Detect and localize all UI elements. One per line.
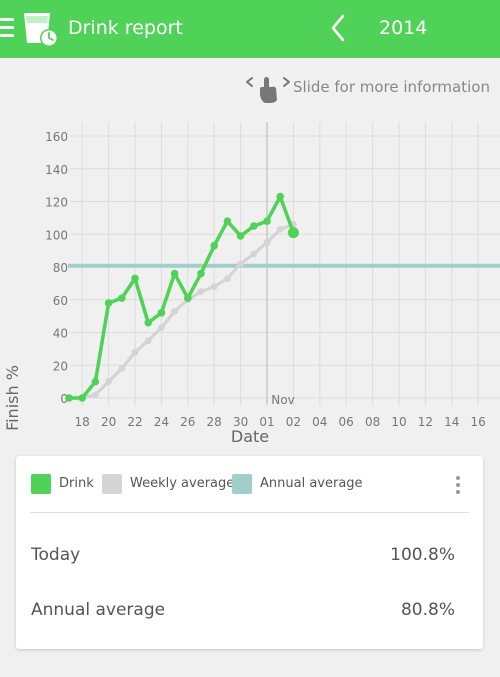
x-tick-label: 26 [180,415,195,429]
x-tick-label: 20 [101,415,116,429]
today-value: 100.8% [390,545,455,565]
more-vertical-icon[interactable] [453,474,463,496]
y-tick-label: 40 [53,327,68,341]
x-tick-label: 28 [207,415,222,429]
drink-point [197,269,205,278]
weekly-average-point [171,307,179,315]
weekly-average-line [69,222,294,400]
summary-card: Drink Weekly average Annual average Toda… [16,456,483,649]
drink-point [131,274,139,283]
swipe-hint-text: Slide for more information [293,78,490,96]
weekly-average-point [250,250,258,258]
drink-point [118,294,126,302]
weekly-average-point [131,348,139,356]
hamburger-icon[interactable] [0,18,14,38]
app-bar: Drink report 2014 [0,0,500,58]
drink-point [170,269,179,278]
annual-swatch [232,474,252,494]
chart-series [65,192,500,402]
drink-point [78,394,86,402]
year-label: 2014 [379,17,428,39]
weekly-average-point [263,239,271,246]
divider [30,512,469,513]
weekly-average-point [237,260,245,268]
drink-point [263,217,271,225]
drink-point [104,299,113,307]
drink-point [287,227,299,239]
today-label: Today [31,545,81,565]
drink-point [250,222,258,230]
annual-average-label: Annual average [31,600,166,620]
x-tick-label: 01 [259,415,274,429]
annual-average-value: 80.8% [400,600,455,620]
x-tick-label: 22 [127,415,142,429]
drink-point [144,318,152,327]
weekly-average-point [197,288,205,295]
chevron-left-icon[interactable] [325,12,351,44]
glass-clock-icon [24,13,58,47]
x-tick-label: 10 [391,415,406,429]
x-axis-label: Date [231,427,269,446]
drink-swatch [31,474,51,494]
drink-point [91,377,100,386]
y-tick-label: 100 [45,228,68,242]
weekly-average-point [276,225,284,233]
y-tick-label: 120 [45,196,68,210]
drink-point [65,394,73,402]
drink-point [157,309,166,317]
y-tick-label: 160 [45,130,68,144]
legend-label: Drink [59,476,94,491]
weekly-average-point [118,365,126,372]
finish-chart[interactable]: 0 20 40 60 80 100 120 140 160 18 20 22 24 26 28 30 01 02… [0,110,500,455]
y-axis-label: Finish % [3,365,22,431]
drink-line [69,194,296,400]
weekly-swatch [102,474,122,494]
x-tick-label: 24 [154,415,169,429]
x-tick-label: 08 [365,415,380,429]
x-tick-label: 14 [444,415,459,429]
y-tick-label: 140 [45,163,68,177]
drink-point [210,241,218,250]
x-tick-label: 06 [339,415,354,429]
weekly-average-point [144,337,152,345]
y-tick-label: 0 [60,392,68,406]
drink-point [184,294,192,302]
drink-point [276,192,285,201]
drink-point [236,232,245,240]
x-tick-label: 12 [418,415,433,429]
weekly-average-point [92,391,99,399]
x-tick-label: 04 [312,415,327,429]
y-tick-label: 80 [53,261,68,275]
x-tick-labels: 18 20 22 24 26 28 30 01 02 04 06 08 10 12 14 16 [75,415,486,429]
legend-label: Annual average [260,476,363,491]
x-tick-label: 16 [471,415,486,429]
swipe-hand-icon [246,77,290,103]
x-tick-label: 18 [75,415,90,429]
y-tick-label: 60 [53,294,68,308]
weekly-average-point [105,378,112,386]
x-tick-label: 02 [286,415,301,429]
y-tick-labels: 0 20 40 60 80 100 120 140 160 [45,130,68,406]
page-title: Drink report [68,17,183,39]
month-annotation: Nov [271,393,294,407]
y-tick-label: 20 [53,359,68,373]
drink-point [223,217,232,225]
weekly-average-point [158,324,165,331]
weekly-average-point [210,283,218,291]
x-tick-label: 30 [233,415,248,429]
legend-label: Weekly average [130,476,235,491]
weekly-average-point [224,275,231,282]
